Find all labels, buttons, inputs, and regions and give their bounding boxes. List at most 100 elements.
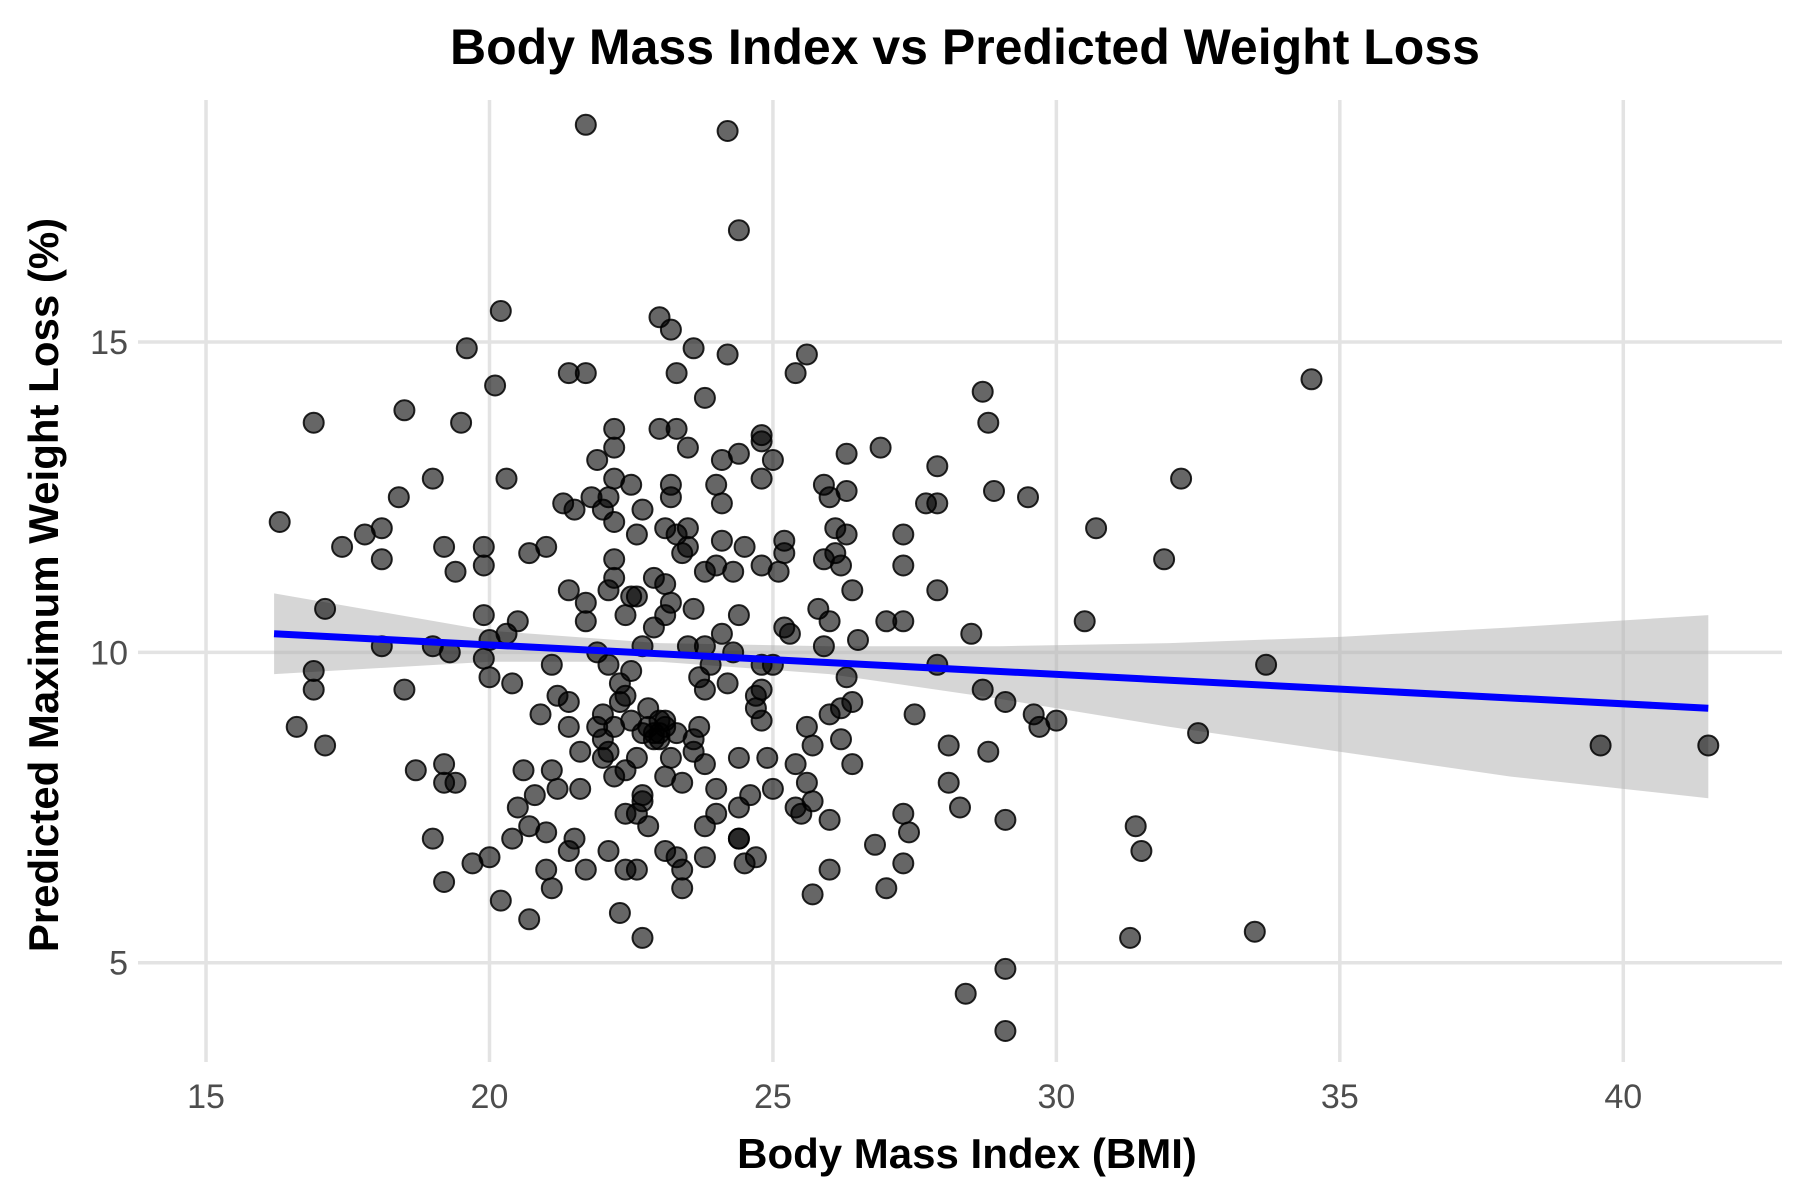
data-point [404,759,427,782]
data-point [824,542,847,565]
data-point [433,753,456,776]
y-axis-ticks: 5 10 15 [90,324,128,983]
data-point [830,728,852,751]
data-point [1697,734,1720,757]
data-point [682,337,705,360]
data-point [648,709,671,732]
data-point [478,666,501,689]
data-point [898,821,920,844]
data-point [841,691,864,713]
data-point [631,926,654,949]
data-point [767,560,790,583]
data-point [1073,610,1096,633]
data-point [501,827,524,850]
data-point [841,753,864,776]
data-point [370,548,393,571]
data-point [535,821,558,844]
data-point [580,486,603,509]
data-point [784,362,807,385]
data-point [818,703,841,726]
data-point [472,647,495,670]
data-points [268,113,1720,1042]
data-point [569,777,592,800]
data-point [603,511,626,533]
data-point [574,113,597,136]
data-point [971,678,994,701]
data-point [603,765,626,788]
data-point [574,610,597,633]
data-point [994,691,1017,713]
data-point [546,777,569,800]
data-point [314,597,337,620]
data-point [994,957,1017,980]
data-point [790,802,813,825]
data-point [801,734,824,757]
data-point [393,678,416,701]
data-point [597,840,620,862]
data-point [433,535,456,558]
data-point [1187,722,1210,745]
data-point [847,629,869,651]
data-point [727,219,750,242]
data-point [835,442,858,465]
data-point [1130,840,1153,862]
data-point [994,808,1017,831]
data-point [472,554,495,577]
data-point [903,703,926,726]
data-point [540,759,563,782]
data-point [926,455,949,478]
x-tick-label: 15 [187,1078,225,1116]
x-axis-title: Body Mass Index (BMI) [737,1130,1197,1177]
data-point [676,436,699,459]
data-point [574,362,597,385]
data-point [710,529,733,552]
data-point [818,858,841,881]
data-point [983,480,1005,502]
x-axis-ticks: 15 20 25 30 35 40 [187,1078,1642,1116]
data-point [1243,920,1266,943]
data-point [569,740,592,763]
data-point [960,622,983,645]
data-point [268,511,291,533]
data-point [705,473,728,496]
data-point [353,523,376,546]
grid-lines [138,100,1782,1062]
data-point [557,840,580,862]
data-point [835,666,858,689]
data-point [693,386,716,409]
data-point [433,871,456,893]
data-point [302,678,325,701]
y-axis-title: Predicted Maximum Weight Loss (%) [20,218,67,952]
data-point [841,579,864,602]
data-point [693,815,716,838]
data-point [761,777,784,800]
data-point [1045,709,1068,732]
data-point [484,374,507,397]
data-point [597,653,620,676]
data-point [671,542,694,565]
data-point [795,343,818,366]
data-point [926,492,949,515]
data-point [875,877,898,900]
data-point [421,827,444,850]
data-point [1255,653,1278,676]
data-point [444,560,467,583]
data-point [710,449,733,471]
data-point [812,635,835,658]
y-tick-label: 15 [90,324,128,362]
x-tick-label: 25 [754,1078,792,1116]
data-point [523,784,546,807]
data-point [795,771,818,794]
data-point [727,604,750,627]
data-point [818,808,841,831]
data-point [716,120,739,142]
data-point [642,616,665,639]
data-point [501,672,524,695]
data-point [608,691,631,713]
data-point [682,597,705,620]
data-point [659,318,682,341]
x-tick-label: 30 [1037,1078,1075,1116]
data-point [654,573,677,596]
data-point [455,337,478,360]
data-point [450,411,473,434]
